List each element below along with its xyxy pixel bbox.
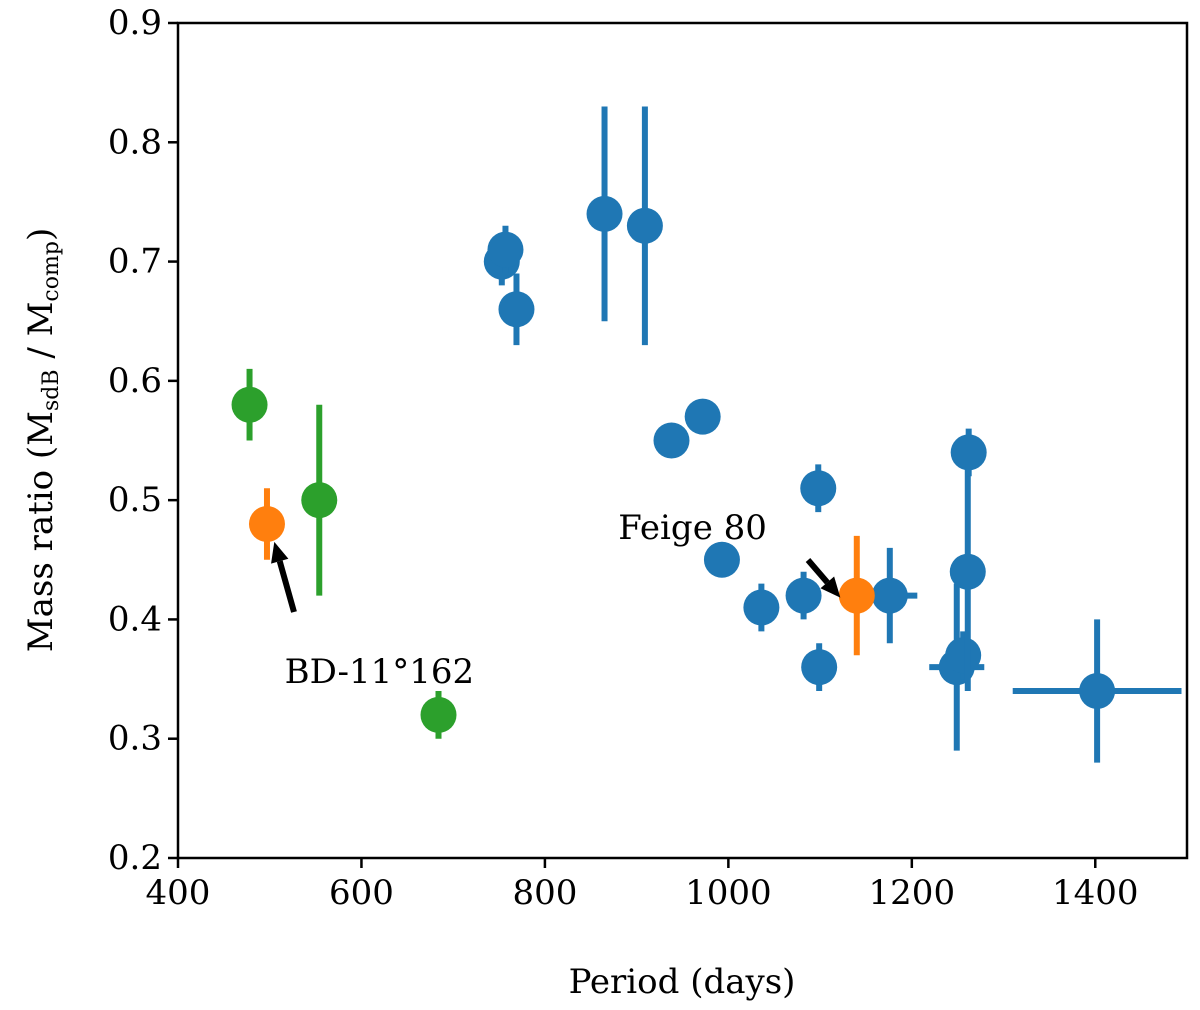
- annotation-arrow-feige-80: [805, 558, 841, 598]
- data-point-blue: [801, 649, 838, 686]
- annotation-bd-11-162: BD-11°162: [285, 652, 475, 692]
- data-point-blue: [586, 195, 623, 232]
- y-tick-label: 0.8: [108, 122, 162, 162]
- data-point-green: [301, 482, 338, 519]
- data-point-orange: [838, 577, 875, 614]
- data-point-blue: [653, 422, 690, 459]
- series-blue: [483, 106, 1182, 763]
- data-point-blue: [743, 589, 780, 626]
- x-tick-label: 400: [146, 873, 211, 913]
- y-tick-label: 0.7: [108, 242, 162, 282]
- data-point-orange: [248, 506, 285, 542]
- y-axis-label-sub1: sdB: [39, 369, 64, 411]
- y-tick-label: 0.5: [108, 480, 162, 520]
- data-point-blue: [684, 398, 721, 435]
- x-axis-label: Period (days): [569, 962, 796, 1002]
- arrow-shaft: [805, 558, 830, 585]
- data-point-blue: [1079, 673, 1116, 709]
- y-tick-label: 0.9: [108, 3, 162, 43]
- data-point-blue: [703, 541, 740, 578]
- plot-frame: [176, 21, 1189, 860]
- y-tick-label: 0.6: [108, 361, 162, 401]
- x-tick-label: 800: [512, 873, 577, 913]
- y-axis-label-mid: / M: [21, 302, 61, 370]
- data-point-blue: [950, 434, 987, 471]
- x-tick-label: 600: [329, 873, 394, 913]
- annotation-feige-80: Feige 80: [618, 508, 767, 548]
- data-marks: [231, 106, 1182, 763]
- annotation-arrow-bd-11-162: [271, 541, 297, 613]
- data-point-green: [420, 696, 457, 733]
- data-point-blue: [800, 470, 837, 507]
- annotations: BD-11°162 Feige 80: [271, 508, 841, 692]
- y-axis-label-suffix: ): [21, 228, 61, 241]
- y-axis-label: Mass ratio (MsdB / Mcomp): [21, 228, 64, 652]
- series-green: [231, 368, 457, 739]
- data-point-blue: [949, 553, 986, 590]
- data-point-blue: [487, 231, 524, 268]
- x-tick-label: 1400: [1052, 873, 1139, 913]
- data-point-green: [231, 386, 268, 423]
- y-axis-label-prefix: Mass ratio (M: [21, 411, 61, 652]
- y-tick-label: 0.3: [108, 719, 162, 759]
- data-point-blue: [945, 637, 982, 674]
- arrow-shaft: [276, 560, 297, 613]
- arrow-head: [820, 576, 841, 598]
- data-point-blue: [626, 207, 663, 244]
- x-tick-label: 1000: [685, 873, 772, 913]
- data-point-blue: [871, 577, 908, 614]
- y-axis-label-sub2: comp: [39, 241, 64, 302]
- y-tick-label: 0.2: [108, 838, 162, 878]
- series-orange: [248, 488, 875, 656]
- axes: 400 600 800 1000 1200 1400 0.2 0.3 0.4 0.5 0.6 0.7 0…: [108, 3, 1189, 913]
- x-tick-label: 1200: [869, 873, 956, 913]
- data-point-blue: [498, 291, 535, 328]
- arrow-head: [271, 541, 289, 564]
- data-point-blue: [785, 577, 822, 614]
- y-tick-label: 0.4: [108, 599, 162, 639]
